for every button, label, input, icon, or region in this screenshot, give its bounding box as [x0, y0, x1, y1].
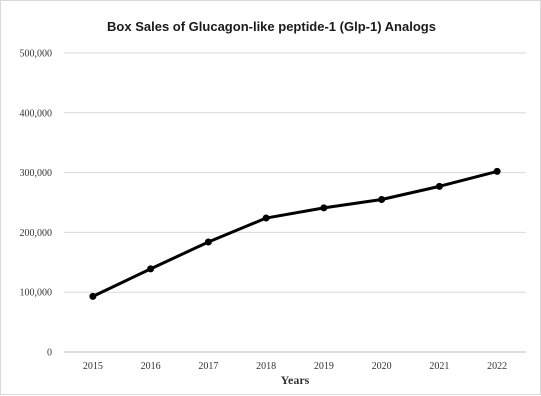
- data-point: [204, 238, 212, 246]
- data-point: [493, 167, 501, 175]
- data-point: [147, 265, 155, 273]
- data-point: [320, 204, 328, 212]
- x-axis-title: Years: [281, 373, 310, 387]
- data-point: [89, 292, 97, 300]
- x-tick-label: 2019: [314, 361, 334, 372]
- x-tick-label: 2017: [198, 361, 218, 372]
- x-tick-label: 2022: [487, 361, 507, 372]
- y-tick-label: 400,000: [20, 108, 53, 119]
- data-point: [435, 182, 443, 190]
- chart-title: Box Sales of Glucagon-like peptide-1 (Gl…: [107, 19, 436, 34]
- x-tick-label: 2018: [256, 361, 276, 372]
- x-tick-label: 2020: [372, 361, 392, 372]
- y-tick-label: 100,000: [20, 288, 53, 299]
- y-tick-label: 0: [47, 348, 52, 359]
- data-point: [378, 196, 386, 204]
- x-tick-label: 2016: [141, 361, 161, 372]
- x-tick-label: 2015: [83, 361, 103, 372]
- y-tick-label: 200,000: [20, 228, 53, 239]
- y-tick-label: 300,000: [20, 168, 53, 179]
- series-line: [91, 169, 499, 298]
- x-tick-label: 2021: [429, 361, 449, 372]
- y-tick-label: 500,000: [20, 49, 53, 60]
- data-point: [262, 214, 270, 222]
